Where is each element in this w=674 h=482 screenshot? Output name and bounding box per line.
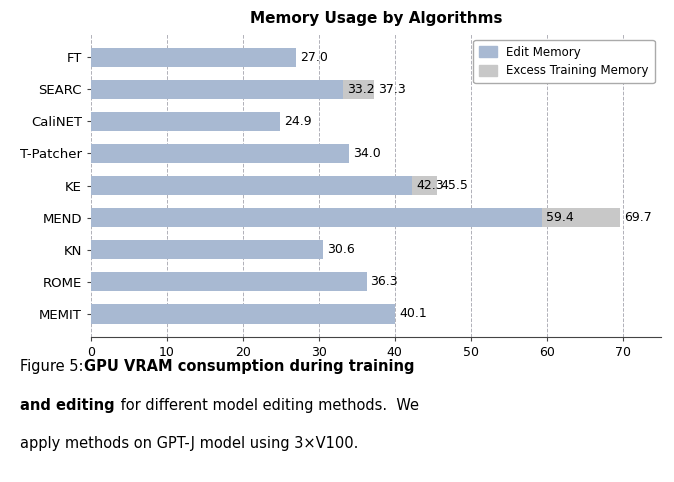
- Bar: [91, 240, 324, 259]
- Text: 40.1: 40.1: [399, 308, 427, 321]
- Text: for different model editing methods.  We: for different model editing methods. We: [116, 398, 419, 413]
- Legend: Edit Memory, Excess Training Memory: Edit Memory, Excess Training Memory: [473, 40, 654, 83]
- Text: GPU VRAM consumption during training: GPU VRAM consumption during training: [84, 359, 415, 374]
- Bar: [91, 208, 542, 228]
- Text: 36.3: 36.3: [371, 275, 398, 288]
- Bar: [412, 176, 437, 195]
- Text: apply methods on GPT-J model using 3×V100.: apply methods on GPT-J model using 3×V10…: [20, 436, 359, 451]
- Text: 37.3: 37.3: [378, 83, 406, 96]
- Text: 27.0: 27.0: [300, 51, 328, 64]
- Bar: [91, 80, 343, 99]
- Bar: [91, 48, 296, 67]
- Bar: [343, 80, 374, 99]
- Text: 69.7: 69.7: [624, 211, 652, 224]
- Bar: [91, 176, 412, 195]
- Text: 33.2: 33.2: [347, 83, 375, 96]
- Text: 30.6: 30.6: [327, 243, 355, 256]
- Bar: [91, 112, 280, 131]
- Text: 24.9: 24.9: [284, 115, 311, 128]
- Text: Figure 5:: Figure 5:: [20, 359, 88, 374]
- Bar: [542, 208, 620, 228]
- Text: 42.3: 42.3: [416, 179, 443, 192]
- Text: 34.0: 34.0: [353, 147, 381, 160]
- Text: 45.5: 45.5: [440, 179, 468, 192]
- Bar: [91, 272, 367, 292]
- Bar: [91, 144, 349, 163]
- Bar: [91, 304, 396, 323]
- Text: 59.4: 59.4: [546, 211, 574, 224]
- Title: Memory Usage by Algorithms: Memory Usage by Algorithms: [249, 11, 502, 26]
- Text: and editing: and editing: [20, 398, 115, 413]
